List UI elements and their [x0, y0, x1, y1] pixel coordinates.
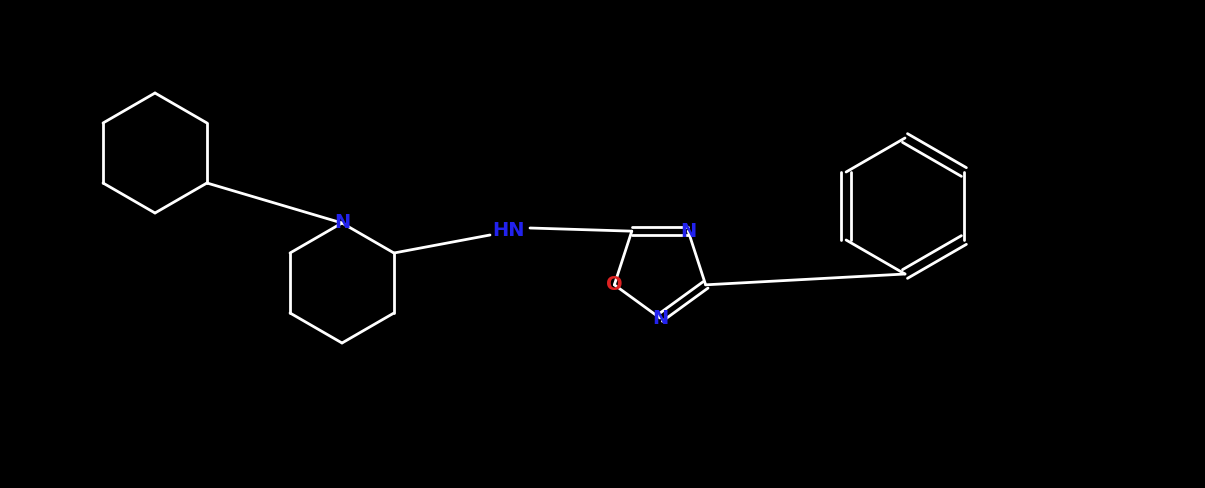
Text: O: O	[606, 275, 623, 294]
Text: N: N	[680, 222, 696, 241]
Text: HN: HN	[492, 221, 524, 240]
Text: N: N	[652, 308, 668, 327]
Text: N: N	[334, 214, 351, 232]
